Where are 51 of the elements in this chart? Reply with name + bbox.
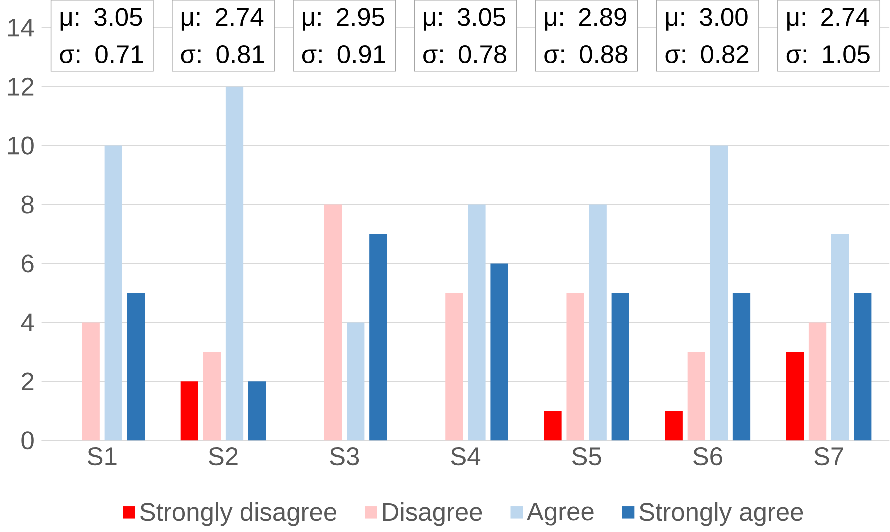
x-tick-label: S5 — [572, 448, 602, 466]
annotation: μ: 2.95 σ: 0.91 — [302, 8, 386, 64]
bar — [324, 204, 342, 441]
bar — [82, 322, 100, 441]
x-tick-label: S6 — [694, 448, 722, 466]
legend-label: Agree — [527, 503, 594, 526]
y-tick-label: 8 — [22, 196, 34, 214]
bar — [854, 293, 872, 441]
x-tick-label: S2 — [209, 448, 238, 466]
bar — [732, 293, 751, 441]
bar — [347, 322, 365, 441]
annotation: μ: 3.05 σ: 0.78 — [424, 8, 507, 64]
bar — [468, 204, 486, 441]
legend-label: Disagree — [383, 502, 482, 526]
annotation: μ: 2.89 σ: 0.88 — [544, 8, 628, 64]
legend-label: Strongly agree — [640, 502, 804, 526]
y-tick-label: 6 — [22, 254, 34, 273]
y-tick-label: 12 — [8, 78, 34, 96]
bar — [370, 234, 388, 441]
y-tick-label: 10 — [8, 136, 34, 155]
bar — [490, 264, 508, 441]
bar — [831, 234, 850, 441]
bar — [127, 293, 146, 441]
y-tick-label: 2 — [22, 372, 34, 391]
x-tick-label: S3 — [330, 448, 360, 466]
bar — [544, 411, 562, 441]
bar — [786, 352, 804, 441]
bar — [612, 293, 630, 441]
x-tick-label: S7 — [814, 448, 844, 466]
bar — [203, 352, 222, 441]
bar — [104, 146, 122, 441]
bar — [665, 411, 683, 441]
bar — [688, 352, 706, 441]
bar — [710, 146, 728, 441]
bar — [566, 293, 584, 441]
annotation: μ: 2.74 σ: 1.05 — [786, 8, 870, 64]
bar — [226, 86, 244, 441]
legend-label: Strongly disagree — [140, 502, 336, 526]
annotation: μ: 3.00 σ: 0.82 — [666, 8, 749, 64]
annotation: μ: 2.74 σ: 0.81 — [181, 8, 264, 64]
x-tick-label: S4 — [451, 448, 481, 466]
x-tick-label: S1 — [88, 448, 117, 466]
bar — [180, 382, 198, 441]
bar — [589, 204, 607, 441]
y-tick-label: 14 — [8, 19, 34, 37]
bar — [248, 382, 266, 441]
y-tick-label: 4 — [21, 314, 34, 332]
y-tick-label: 0 — [22, 432, 34, 450]
bar — [808, 322, 827, 441]
bar — [446, 293, 464, 441]
annotation: μ: 3.05 σ: 0.71 — [60, 8, 144, 64]
